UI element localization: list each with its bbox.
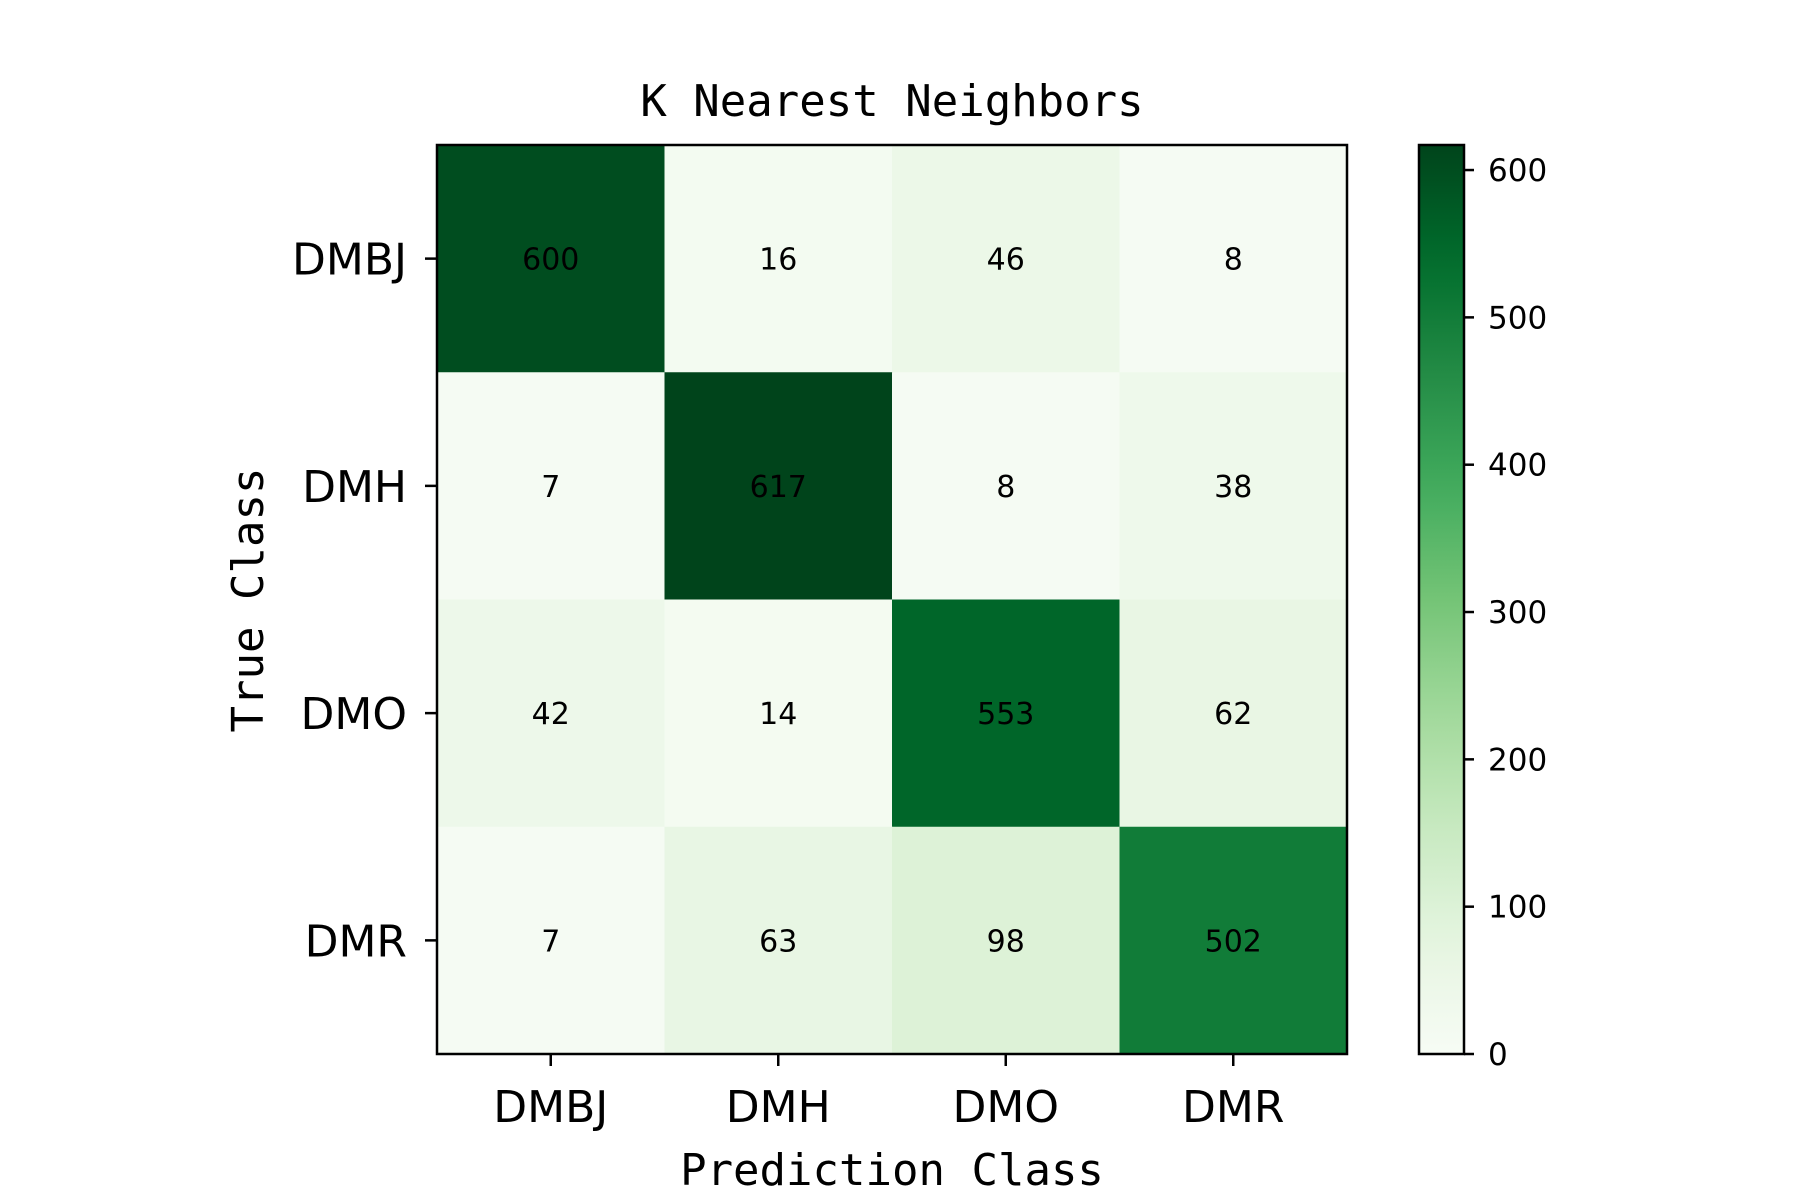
- chart-title: K Nearest Neighbors: [640, 76, 1143, 127]
- colorbar-tick-label-100: 100: [1488, 890, 1547, 926]
- heatmap-cell-r2-c3: [1119, 599, 1348, 828]
- cell-value-r1-c0: 7: [541, 470, 560, 505]
- x-tick-label-dmbj: DMBJ: [493, 1082, 608, 1133]
- heatmap-cell-r2-c1: [664, 599, 893, 828]
- y-tick-label-dmo: DMO: [301, 689, 407, 740]
- heatmap-cell-r1-c0: [437, 372, 665, 600]
- heatmap-cell-r3-c1: [664, 826, 893, 1055]
- heatmap-cell-r3-c0: [437, 826, 665, 1055]
- colorbar-tick-label-600: 600: [1488, 153, 1547, 189]
- y-axis-label: True Class: [223, 468, 274, 733]
- x-axis-ticks: DMBJ DMH DMO DMR: [493, 1054, 1284, 1133]
- colorbar-tick-label-200: 200: [1488, 742, 1547, 778]
- y-axis-ticks: DMBJ DMH DMO DMR: [292, 235, 437, 967]
- heatmap-cells: [437, 145, 1348, 1055]
- cell-value-r1-c3: 38: [1214, 470, 1252, 505]
- cell-value-r2-c3: 62: [1214, 697, 1252, 732]
- heatmap-cell-r1-c1: [664, 372, 893, 600]
- heatmap-cell-r3-c2: [892, 826, 1120, 1055]
- y-tick-label-dmh: DMH: [302, 462, 407, 513]
- x-tick-label-dmr: DMR: [1182, 1082, 1284, 1133]
- cell-value-r0-c0: 600: [522, 243, 579, 278]
- heatmap-cell-r1-c3: [1119, 372, 1348, 600]
- heatmap-cell-r2-c2: [892, 599, 1120, 828]
- x-tick-label-dmh: DMH: [726, 1082, 831, 1133]
- cell-value-r2-c0: 42: [532, 697, 570, 732]
- cell-value-r0-c1: 16: [759, 243, 797, 278]
- cell-value-r1-c1: 617: [750, 470, 807, 505]
- heatmap-cell-r0-c2: [892, 145, 1120, 373]
- heatmap-cell-r2-c0: [437, 599, 665, 828]
- colorbar-tick-label-400: 400: [1488, 448, 1547, 484]
- colorbar-tick-label-500: 500: [1488, 300, 1547, 336]
- colorbar-tick-label-300: 300: [1488, 595, 1547, 631]
- cell-value-r2-c2: 553: [977, 697, 1034, 732]
- cell-value-r3-c2: 98: [987, 924, 1025, 959]
- y-tick-label-dmbj: DMBJ: [292, 235, 407, 286]
- colorbar: [1417, 143, 1466, 1056]
- heatmap-cell-r3-c3: [1119, 826, 1348, 1055]
- heatmap-cell-r0-c3: [1119, 145, 1348, 373]
- heatmap-cell-r1-c2: [892, 372, 1120, 600]
- colorbar-tick-label-0: 0: [1488, 1037, 1508, 1073]
- heatmap-cell-r0-c0: [437, 145, 665, 373]
- x-tick-label-dmo: DMO: [953, 1082, 1059, 1133]
- cell-value-r1-c2: 8: [996, 470, 1015, 505]
- cell-value-r3-c0: 7: [541, 924, 560, 959]
- colorbar-ticks: 0 100 200 300 400 500 600: [1464, 153, 1547, 1073]
- cell-value-r3-c3: 502: [1205, 924, 1262, 959]
- heatmap-cell-labels: 600 16 46 8 7 617 8 38 42 14 553 62 7 63 98 502: [522, 243, 1262, 960]
- heatmap-cell-r0-c1: [664, 145, 893, 373]
- cell-value-r2-c1: 14: [759, 697, 797, 732]
- x-axis-label: Prediction Class: [680, 1145, 1104, 1196]
- cell-value-r0-c2: 46: [987, 243, 1025, 278]
- cell-value-r3-c1: 63: [759, 924, 797, 959]
- cell-value-r0-c3: 8: [1224, 243, 1243, 278]
- y-tick-label-dmr: DMR: [305, 916, 407, 967]
- plot-frame: [435, 143, 1349, 1056]
